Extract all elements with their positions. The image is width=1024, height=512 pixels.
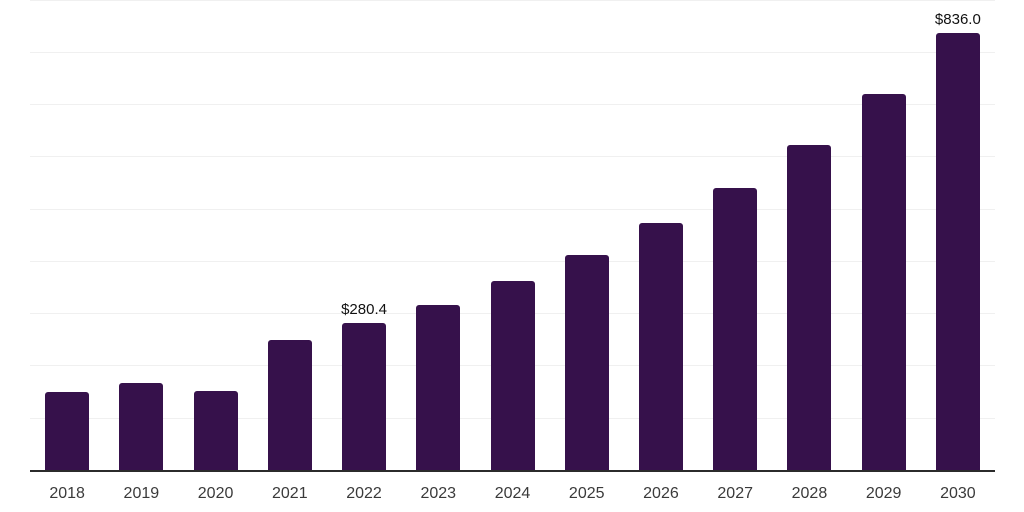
x-tick-2029: 2029 (865, 485, 902, 502)
x-tick-2022: 2022 (346, 485, 382, 502)
bar-value-label-2030: $836.0 (934, 11, 981, 28)
gridline-400 (30, 260, 995, 262)
bar-2026 (638, 222, 683, 470)
x-tick-2028: 2028 (791, 485, 828, 502)
gridline-700 (30, 104, 995, 106)
plot-area: $280.4 $836.0 (30, 0, 995, 470)
bar-2023 (416, 305, 461, 470)
x-tick-2019: 2019 (123, 485, 160, 502)
x-tick-2030: 2030 (940, 485, 976, 502)
gridline-800 (30, 51, 995, 53)
bar-2019 (119, 382, 164, 470)
bar-2028 (787, 145, 832, 470)
bar-2022 (342, 323, 387, 470)
x-tick-2025: 2025 (568, 485, 605, 502)
x-axis-line (30, 470, 995, 472)
bar-2027 (713, 187, 758, 470)
bar-2025 (564, 254, 609, 470)
x-tick-2021: 2021 (272, 485, 308, 502)
gridline-600 (30, 156, 995, 158)
bar-value-label-2022: $280.4 (341, 301, 387, 319)
bar-2029 (861, 94, 906, 470)
x-tick-2024: 2024 (494, 485, 531, 502)
x-tick-2027: 2027 (717, 485, 753, 502)
x-tick-2023: 2023 (420, 485, 457, 502)
bar-2021 (267, 340, 312, 470)
x-tick-2020: 2020 (197, 485, 234, 502)
bar-2020 (193, 391, 238, 470)
gridline-900 (30, 0, 995, 1)
gridline-500 (30, 208, 995, 210)
bar-2018 (45, 392, 90, 470)
x-tick-2018: 2018 (49, 485, 85, 502)
bar-2030 (935, 33, 980, 470)
x-tick-2026: 2026 (643, 485, 679, 502)
bar-2024 (490, 281, 535, 470)
